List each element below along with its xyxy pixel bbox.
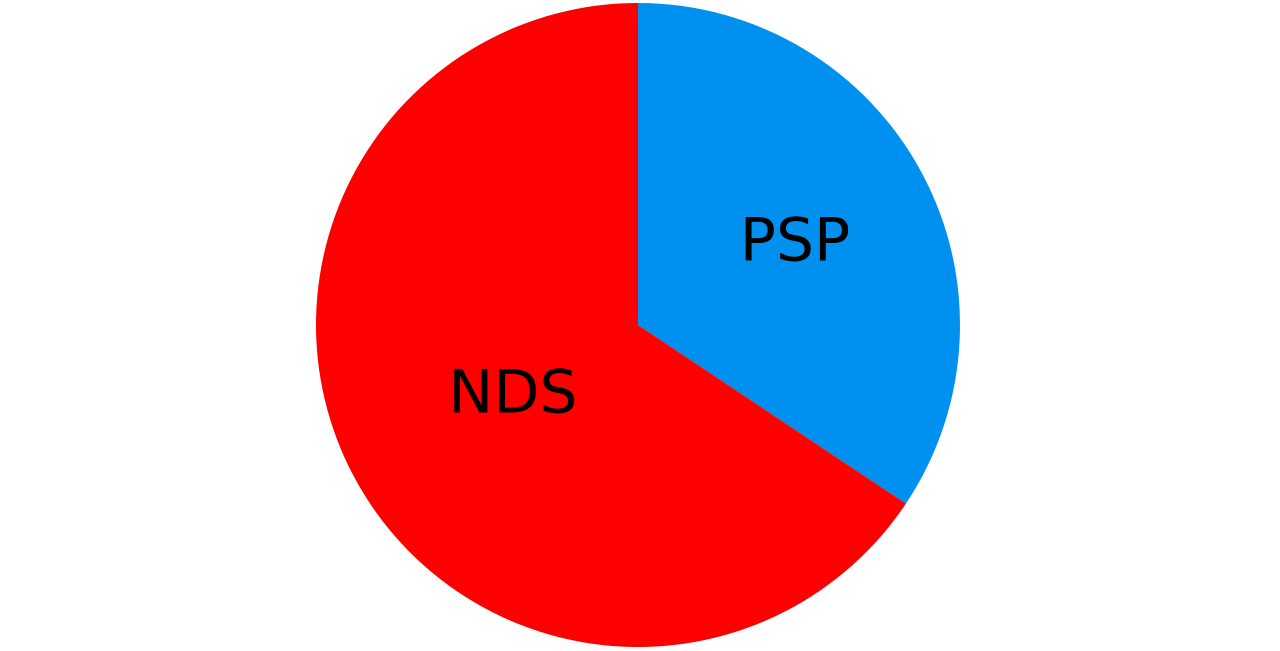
- pie-slice-label-psp: PSP: [740, 206, 850, 276]
- pie-slice-label-nds: NDS: [448, 358, 577, 428]
- pie-slice-nds[interactable]: [315, 3, 906, 647]
- pie-slice-psp[interactable]: [638, 3, 960, 504]
